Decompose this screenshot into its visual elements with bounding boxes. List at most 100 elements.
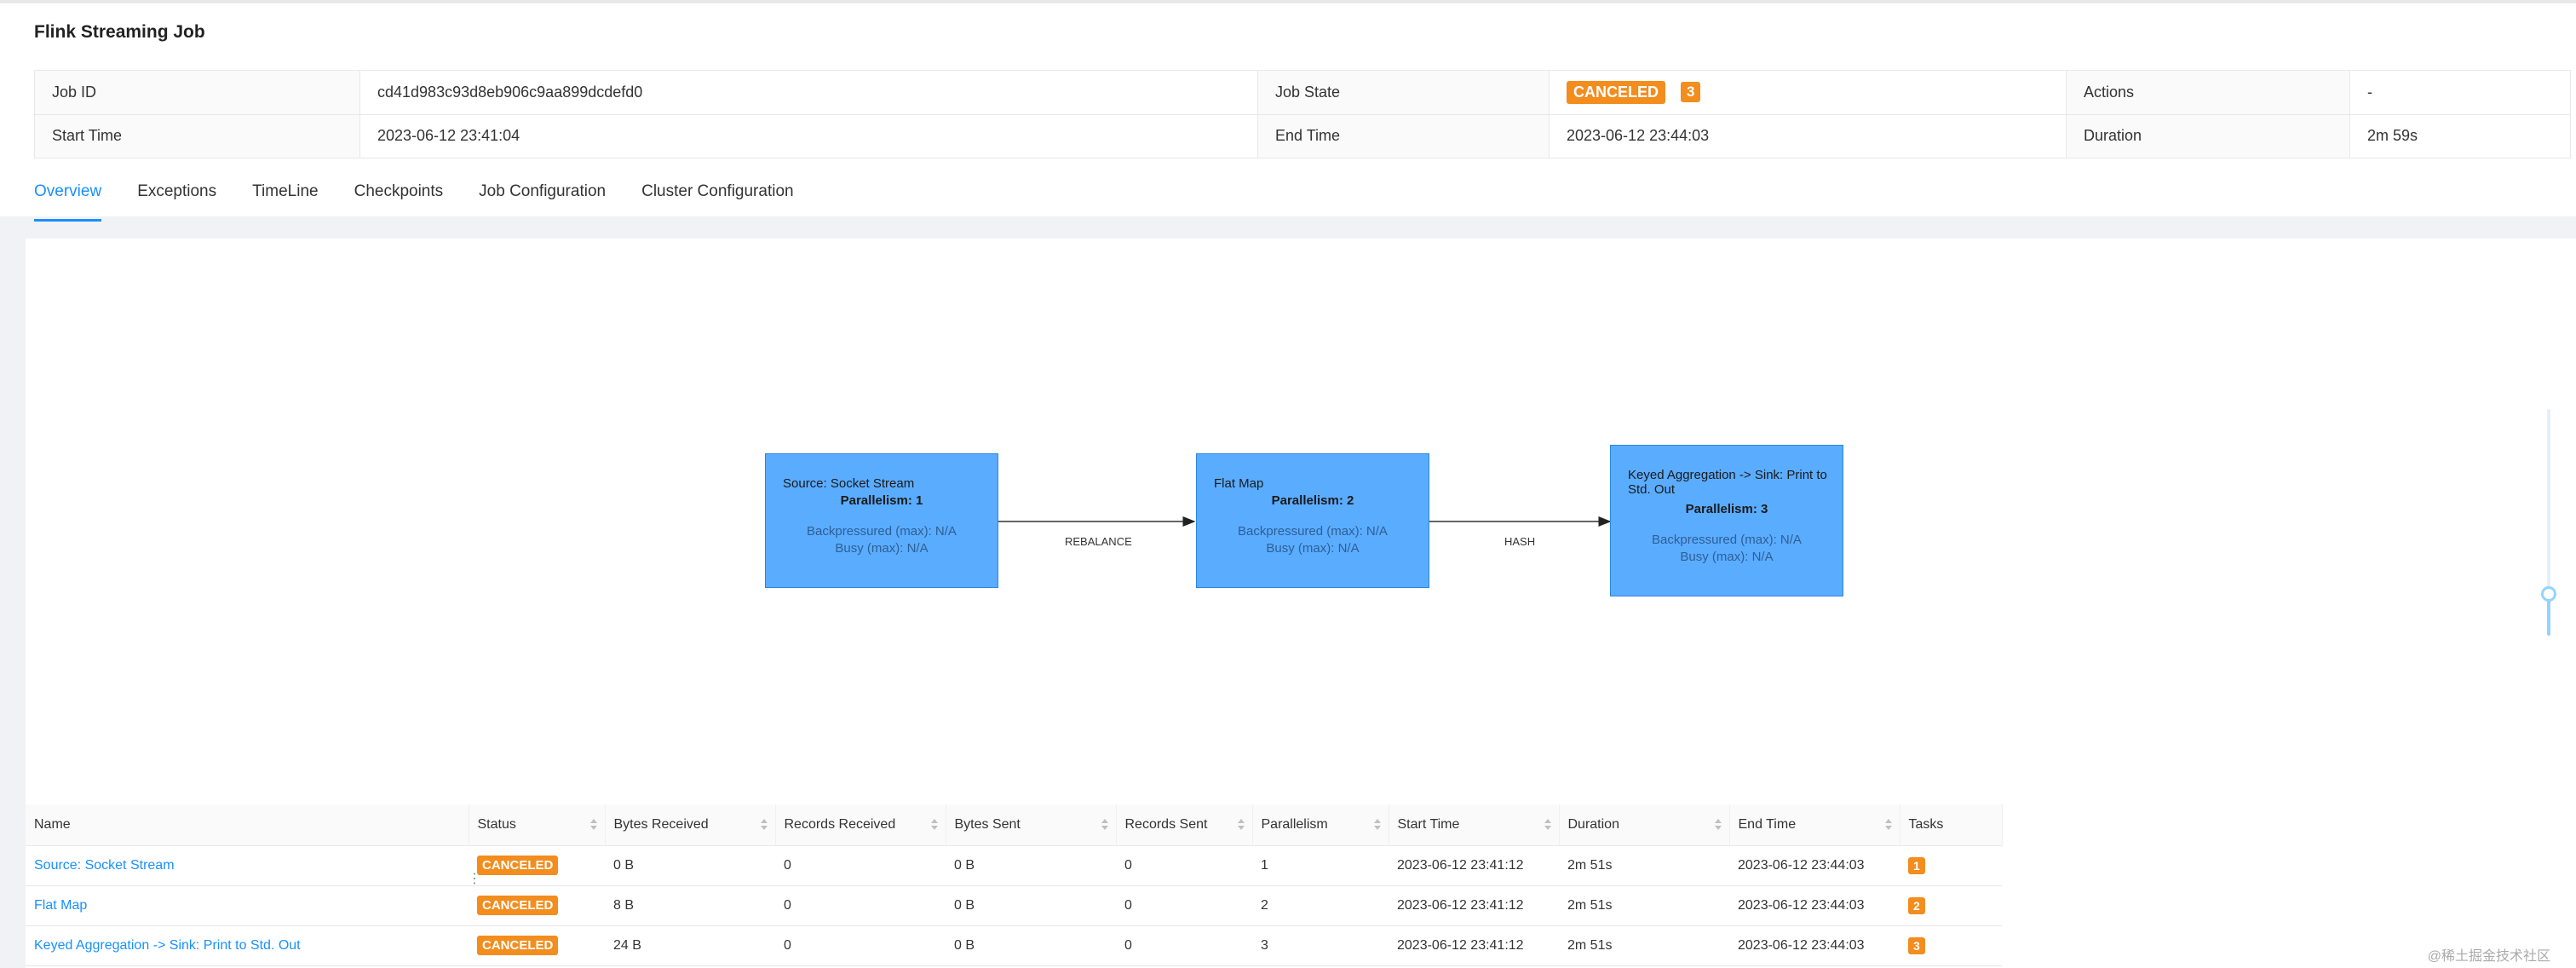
table-row[interactable]: Keyed Aggregation -> Sink: Print to Std.…	[26, 925, 2002, 966]
records-sent-cell: 0	[1116, 845, 1252, 886]
status-badge: CANCELED	[477, 896, 559, 915]
vertex-name-cell[interactable]: Source: Socket Stream	[26, 845, 469, 886]
sort-icon[interactable]	[1714, 819, 1722, 831]
bytes-received-cell: 0 B	[605, 845, 775, 886]
job-info-table: Job ID cd41d983c93d8eb906c9aa899dcdefd0 …	[34, 70, 2571, 158]
table-row[interactable]: Source: Socket Stream CANCELED 0 B 0 0 B…	[26, 845, 2002, 886]
node-busy: Busy (max): N/A	[1266, 541, 1360, 556]
graph-node-flat-map[interactable]: Flat Map Parallelism: 2 Backpressured (m…	[1196, 453, 1429, 588]
end-time-value: 2023-06-12 23:44:03	[1549, 113, 2067, 158]
vertex-table-area: Name Status Bytes Received Records Recei…	[26, 804, 2576, 968]
task-count-badge: 3	[1908, 936, 1925, 954]
watermark: @稀土掘金技术社区	[2427, 949, 2550, 964]
tab-checkpoints[interactable]: Checkpoints	[354, 182, 444, 200]
start-time-cell: 2023-06-12 23:41:12	[1389, 885, 1559, 926]
job-id-label: Job ID	[34, 70, 360, 115]
status-badge: CANCELED	[477, 936, 559, 955]
node-name: Source: Socket Stream	[783, 476, 915, 491]
bytes-received-cell: 8 B	[605, 885, 775, 926]
end-time-label: End Time	[1257, 113, 1550, 158]
task-count-badge: 1	[1908, 856, 1925, 874]
node-backpressured: Backpressured (max): N/A	[1238, 524, 1388, 539]
job-graph[interactable]: REBALANCE HASH Source: Socket Stream Par…	[26, 239, 2576, 804]
tab-exceptions[interactable]: Exceptions	[137, 182, 217, 200]
vertex-name-cell[interactable]: Flat Map	[26, 885, 469, 926]
end-time-cell: 2023-06-12 23:44:03	[1729, 925, 1900, 966]
col-header-status[interactable]: Status	[469, 804, 606, 846]
sort-icon[interactable]	[1101, 819, 1109, 831]
sort-icon[interactable]	[1237, 819, 1245, 831]
records-received-cell: 0	[775, 925, 946, 966]
node-backpressured: Backpressured (max): N/A	[1652, 533, 1802, 547]
sort-icon[interactable]	[760, 819, 768, 831]
col-header-records-received[interactable]: Records Received	[775, 804, 946, 846]
bytes-received-cell: 24 B	[605, 925, 775, 966]
vertex-name-cell[interactable]: Keyed Aggregation -> Sink: Print to Std.…	[26, 925, 469, 966]
bytes-sent-cell: 0 B	[946, 885, 1116, 926]
vertex-name-link[interactable]: Keyed Aggregation -> Sink: Print to Std.…	[34, 937, 301, 953]
zoom-slider-track[interactable]	[2547, 409, 2550, 631]
parallelism-cell: 1	[1252, 845, 1389, 886]
status-badge: CANCELED	[1567, 80, 1666, 104]
vertex-table: Name Status Bytes Received Records Recei…	[26, 804, 2003, 966]
bytes-sent-cell: 0 B	[946, 845, 1116, 886]
edge-label-rebalance: REBALANCE	[1065, 535, 1132, 548]
tab-cluster-configuration[interactable]: Cluster Configuration	[641, 182, 794, 200]
duration-label: Duration	[2066, 113, 2350, 158]
records-sent-cell: 0	[1116, 925, 1252, 966]
job-state-cell: CANCELED 3	[1549, 70, 2067, 115]
task-count-badge: 3	[1681, 82, 1701, 103]
node-name: Keyed Aggregation -> Sink: Print to Std.…	[1628, 468, 1827, 497]
col-header-start-time[interactable]: Start Time	[1389, 804, 1560, 846]
graph-node-keyed-aggregation[interactable]: Keyed Aggregation -> Sink: Print to Std.…	[1610, 445, 1843, 596]
col-header-bytes-received[interactable]: Bytes Received	[605, 804, 776, 846]
duration-cell: 2m 51s	[1559, 845, 1729, 886]
col-header-name: Name	[26, 804, 469, 846]
sort-icon[interactable]	[1373, 819, 1382, 831]
graph-node-source[interactable]: Source: Socket Stream Parallelism: 1 Bac…	[765, 453, 998, 588]
start-time-label: Start Time	[34, 113, 360, 158]
sort-icon[interactable]	[1544, 819, 1552, 831]
records-received-cell: 0	[775, 845, 946, 886]
status-badge: CANCELED	[477, 856, 559, 875]
sort-icon[interactable]	[589, 819, 598, 831]
job-state-label: Job State	[1257, 70, 1550, 115]
zoom-slider-fill	[2547, 591, 2550, 636]
tab-job-configuration[interactable]: Job Configuration	[479, 182, 607, 200]
col-header-bytes-sent[interactable]: Bytes Sent	[946, 804, 1117, 846]
node-parallelism: Parallelism: 2	[1271, 493, 1354, 508]
start-time-cell: 2023-06-12 23:41:12	[1389, 925, 1559, 966]
job-tabs: Overview Exceptions TimeLine Checkpoints…	[34, 182, 830, 222]
actions-label: Actions	[2066, 70, 2350, 115]
col-header-records-sent[interactable]: Records Sent	[1116, 804, 1253, 846]
job-id-value: cd41d983c93d8eb906c9aa899dcdefd0	[359, 70, 1258, 115]
column-drag-handle-icon[interactable]: ⋮	[468, 872, 481, 886]
actions-value: -	[2349, 70, 2571, 115]
node-backpressured: Backpressured (max): N/A	[807, 524, 957, 539]
parallelism-cell: 2	[1252, 885, 1389, 926]
col-header-parallelism[interactable]: Parallelism	[1252, 804, 1389, 846]
vertex-name-link[interactable]: Flat Map	[34, 897, 88, 913]
sort-icon[interactable]	[930, 819, 939, 831]
job-header: Flink Streaming Job Job ID cd41d983c93d8…	[0, 3, 2576, 222]
col-header-tasks: Tasks	[1900, 804, 2003, 846]
duration-cell: 2m 51s	[1559, 925, 1729, 966]
graph-edges	[998, 516, 1612, 527]
vertex-name-link[interactable]: Source: Socket Stream	[34, 857, 175, 873]
tab-overview[interactable]: Overview	[34, 182, 102, 222]
col-header-duration[interactable]: Duration	[1559, 804, 1730, 846]
duration-cell: 2m 51s	[1559, 885, 1729, 926]
node-parallelism: Parallelism: 3	[1685, 502, 1768, 516]
page-title: Flink Streaming Job	[34, 22, 205, 42]
top-strip	[0, 0, 2576, 3]
col-header-end-time[interactable]: End Time	[1729, 804, 1900, 846]
edge-label-hash: HASH	[1504, 535, 1536, 548]
table-row[interactable]: Flat Map CANCELED 8 B 0 0 B 0 2 2023-06-…	[26, 885, 2002, 926]
end-time-cell: 2023-06-12 23:44:03	[1729, 885, 1900, 926]
sort-icon[interactable]	[1884, 819, 1893, 831]
bytes-sent-cell: 0 B	[946, 925, 1116, 966]
tab-timeline[interactable]: TimeLine	[252, 182, 319, 200]
records-received-cell: 0	[775, 885, 946, 926]
zoom-slider-handle[interactable]	[2541, 586, 2556, 602]
node-busy: Busy (max): N/A	[835, 541, 929, 556]
